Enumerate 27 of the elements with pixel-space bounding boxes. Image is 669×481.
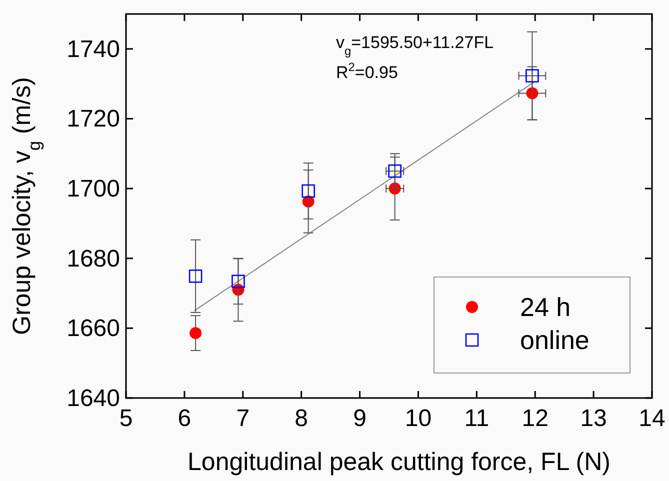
x-tick-label: 11 <box>464 405 490 432</box>
legend-label: 24 h <box>520 292 571 322</box>
x-tick-label: 7 <box>236 405 250 432</box>
y-tick-label: 1660 <box>66 315 120 342</box>
y-tick-label: 1700 <box>66 176 120 203</box>
x-tick-label: 5 <box>119 405 133 432</box>
point <box>190 327 202 340</box>
x-tick-label: 8 <box>294 405 308 432</box>
y-tick-label: 1640 <box>66 385 120 412</box>
y-tick-label: 1720 <box>66 106 120 133</box>
point <box>388 164 402 178</box>
y-tick-label: 1740 <box>66 36 120 63</box>
annotation: v$_{g}$=1595.50+11.27FL <box>336 33 494 58</box>
point <box>526 69 539 82</box>
x-tick-label: 10 <box>404 405 432 432</box>
point <box>302 184 315 198</box>
x-tick-label: 14 <box>638 405 666 432</box>
x-tick-label: 9 <box>353 405 366 432</box>
y-tick-label: 1680 <box>66 245 120 272</box>
annotation: R$^{2}$=0.95 <box>336 60 398 82</box>
x-tick-label: 13 <box>580 405 607 432</box>
x-tick-label: 6 <box>178 405 192 432</box>
legend-label: online <box>520 325 590 355</box>
point <box>232 274 245 288</box>
x-tick-label: 12 <box>522 405 548 432</box>
x-axis-title: Longitudinal peak cutting force, FL (N) <box>188 448 610 476</box>
point <box>188 270 202 283</box>
